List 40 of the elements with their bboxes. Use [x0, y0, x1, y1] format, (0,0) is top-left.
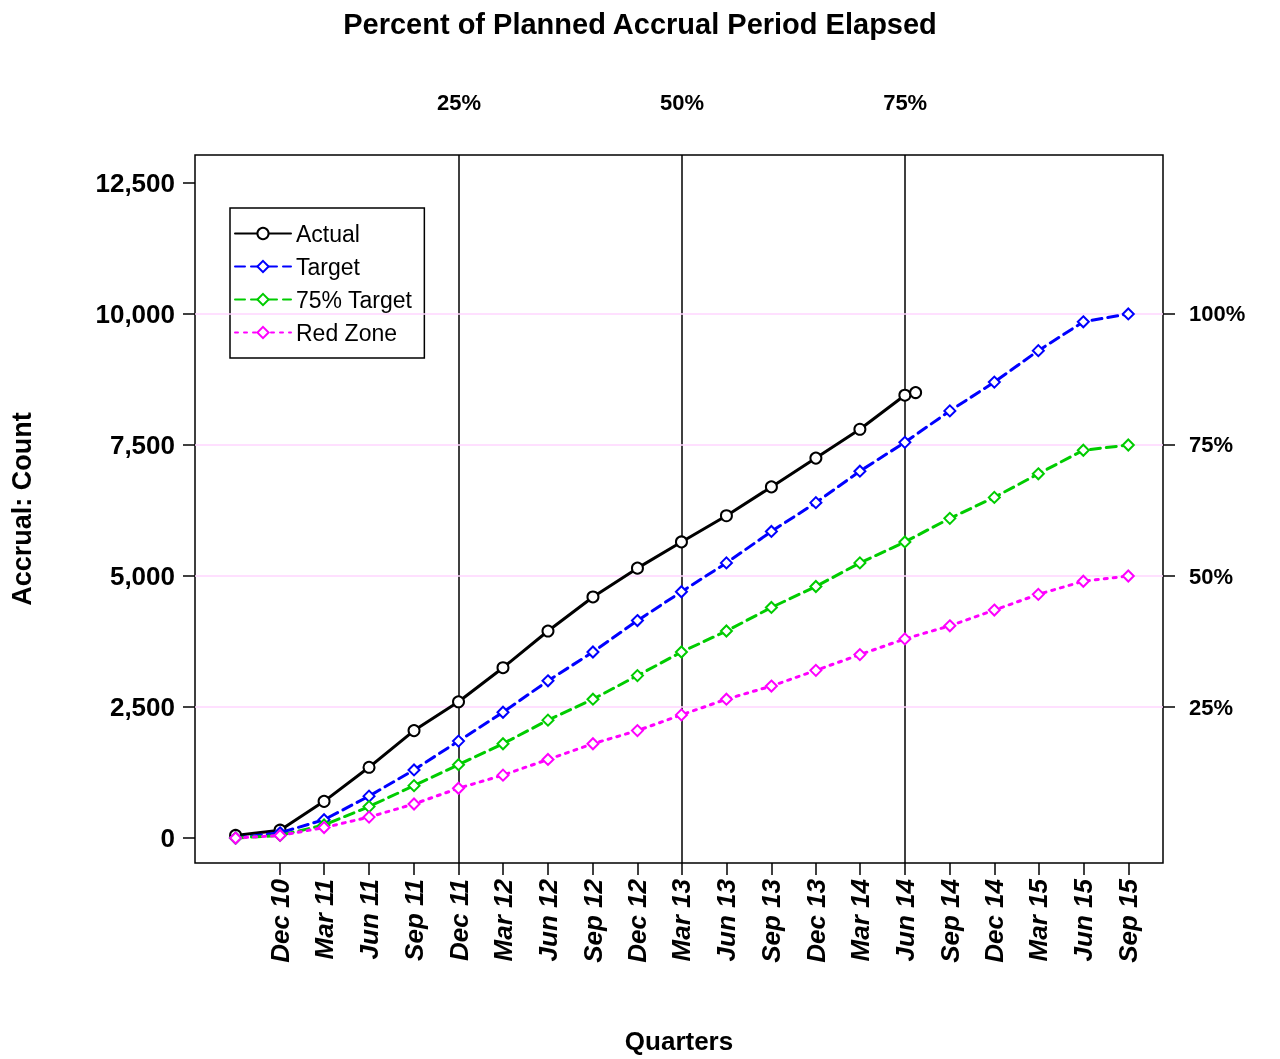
y-tick-label: 0 — [160, 823, 175, 854]
legend-label: Target — [296, 253, 361, 280]
x-tick-label: Mar 12 — [488, 878, 518, 962]
y2-tick-label: 25% — [1189, 694, 1234, 720]
x2-tick-label: 75% — [883, 89, 928, 115]
x-tick-label: Mar 15 — [1023, 878, 1054, 962]
x-tick-label: Mar 13 — [666, 878, 697, 962]
x-tick-label: Dec 13 — [800, 878, 831, 963]
x-tick-label: Jun 11 — [354, 879, 385, 960]
x-tick-label: Dec 14 — [979, 878, 1010, 963]
x-tick-label: Jun 13 — [711, 878, 742, 962]
x-tick-label: Dec 11 — [443, 879, 474, 961]
y-axis-title: Accrual: Count — [6, 412, 37, 606]
x-tick-label: Jun 14 — [889, 878, 920, 962]
x-tick-label: Jun 12 — [532, 878, 563, 962]
y2-tick-label: 100% — [1189, 301, 1246, 327]
y-tick-label: 12,500 — [95, 167, 175, 198]
x-tick-label: Mar 11 — [309, 879, 340, 960]
y2-tick-label: 50% — [1189, 563, 1234, 589]
legend-label: 75% Target — [296, 286, 413, 313]
x-tick-label: Sep 14 — [934, 878, 965, 963]
x2-tick-label: 50% — [660, 89, 705, 115]
x-tick-label: Dec 12 — [622, 878, 653, 963]
legend-label: Actual — [296, 220, 360, 247]
y-tick-label: 2,500 — [109, 692, 175, 723]
x-tick-label: Dec 10 — [265, 878, 296, 963]
y2-tick-label: 75% — [1189, 432, 1234, 458]
x-tick-label: Sep 11 — [399, 879, 430, 961]
legend-label: Red Zone — [296, 319, 398, 346]
x-axis-title: Quarters — [624, 1026, 734, 1056]
x-tick-label: Mar 14 — [844, 878, 875, 962]
chart-title: Percent of Planned Accrual Period Elapsed — [343, 7, 937, 40]
y-tick-label: 10,000 — [95, 298, 175, 329]
x-tick-label: Sep 12 — [577, 878, 608, 963]
y-tick-label: 5,000 — [109, 561, 175, 592]
x-tick-label: Sep 13 — [756, 878, 787, 963]
y-tick-label: 7,500 — [109, 429, 175, 460]
x-tick-label: Jun 15 — [1068, 878, 1099, 962]
x-tick-label: Sep 15 — [1113, 878, 1144, 963]
x2-tick-label: 25% — [437, 89, 482, 115]
